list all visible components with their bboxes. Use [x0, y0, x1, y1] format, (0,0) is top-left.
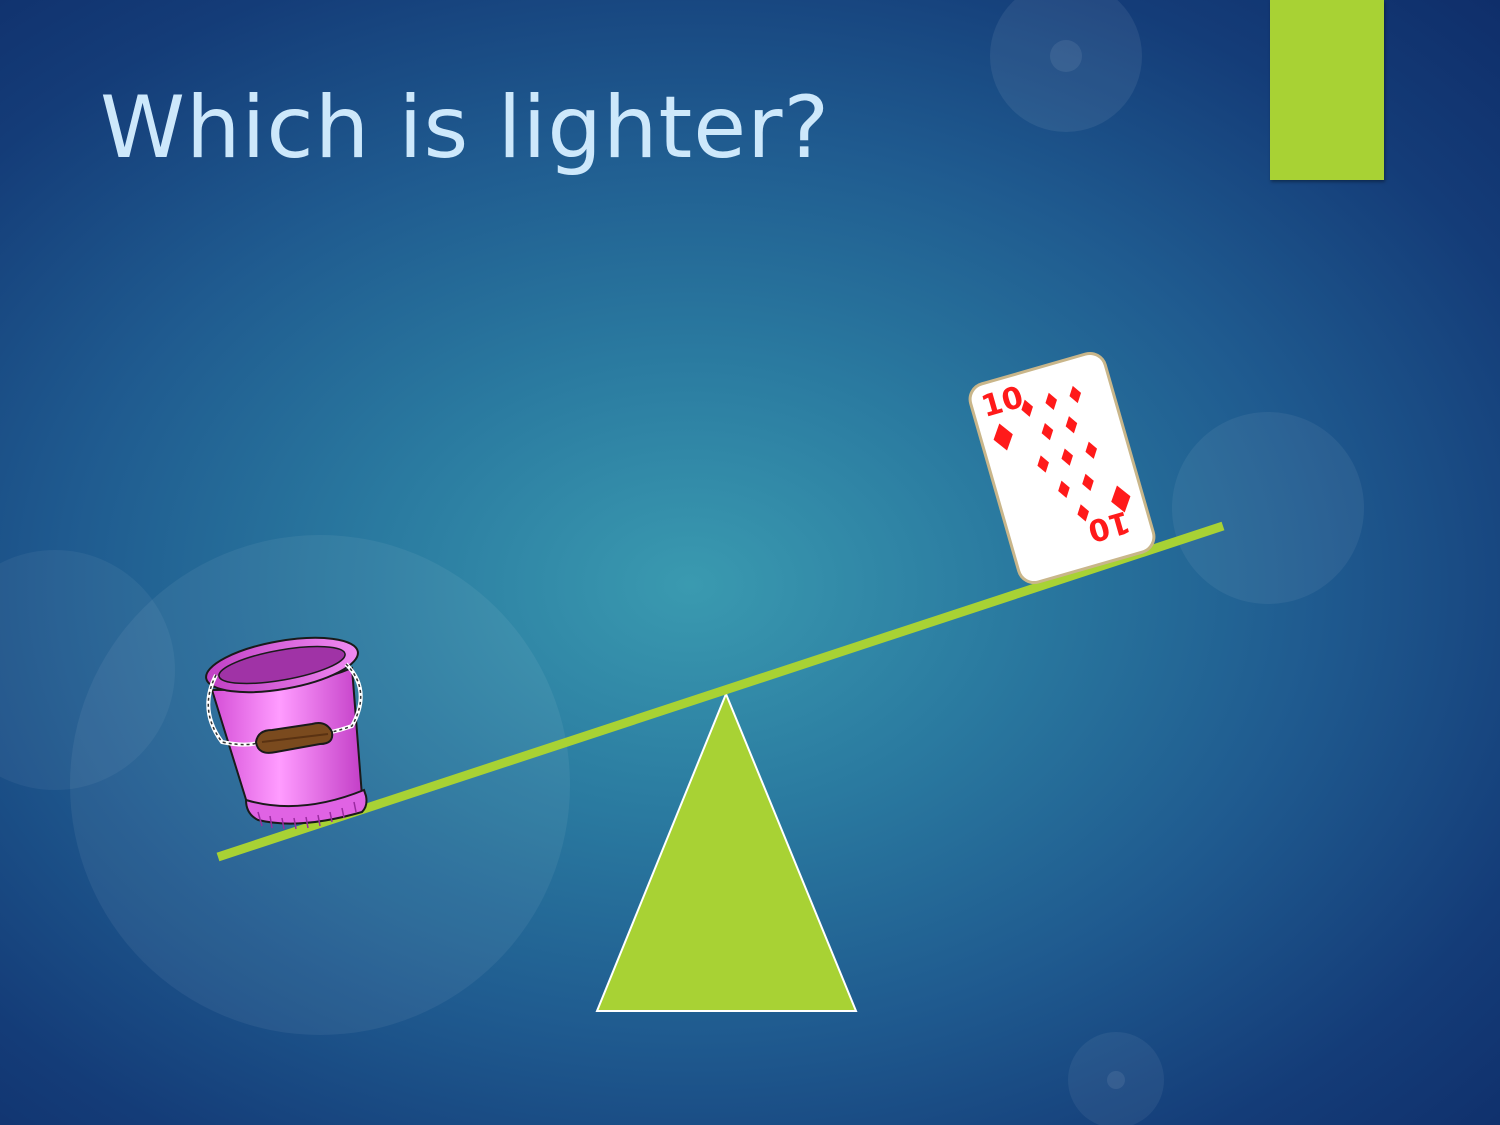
seesaw-beam	[216, 521, 1225, 862]
bucket-icon	[205, 636, 368, 830]
playing-card-icon: 10 10	[968, 351, 1156, 585]
slide-title: Which is lighter?	[100, 78, 831, 178]
fulcrum-triangle	[595, 691, 858, 1012]
diamond-pips	[993, 385, 1131, 522]
accent-corner-bar	[1270, 0, 1384, 180]
